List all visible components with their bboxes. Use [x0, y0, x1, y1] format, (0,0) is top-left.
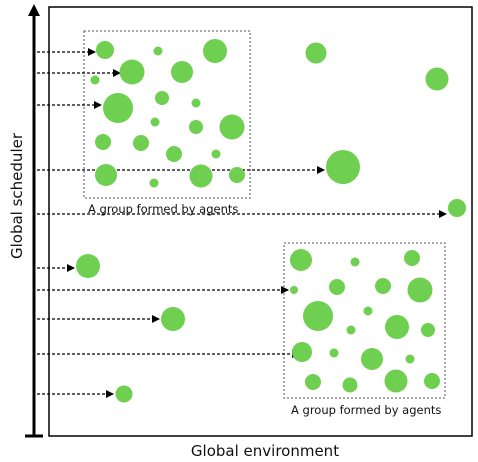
- agent-circle-5: [119, 59, 145, 85]
- agent-circle-36: [363, 306, 373, 316]
- agent-circle-13: [189, 120, 203, 134]
- agent-circle-21: [305, 42, 327, 64]
- agent-circle-3: [203, 39, 227, 63]
- agent-circle-45: [342, 377, 358, 393]
- agent-circle-47: [424, 373, 440, 389]
- agent-circle-7: [103, 93, 133, 123]
- agent-circle-23: [326, 150, 360, 184]
- agent-circle-15: [166, 146, 182, 162]
- agent-circle-9: [191, 98, 201, 108]
- agent-circle-35: [303, 301, 333, 331]
- agent-circle-39: [421, 323, 435, 337]
- agent-circle-25: [76, 254, 100, 278]
- agent-circle-30: [404, 250, 420, 266]
- agent-group-box-2: [283, 242, 446, 399]
- agent-circle-17: [95, 164, 117, 186]
- agent-circle-42: [361, 348, 383, 370]
- agent-circle-33: [375, 278, 391, 294]
- y-axis-label: Global scheduler: [8, 132, 26, 259]
- agent-circle-32: [329, 279, 345, 295]
- agent-circle-11: [133, 135, 149, 151]
- agent-circle-37: [346, 325, 356, 335]
- agent-circle-22: [425, 67, 449, 91]
- agent-circle-29: [350, 257, 360, 267]
- global-environment-frame: [48, 6, 473, 437]
- agent-circle-38: [385, 315, 409, 339]
- agent-circle-44: [305, 374, 321, 390]
- agent-circle-26: [161, 307, 185, 331]
- agent-circle-10: [95, 134, 111, 150]
- agent-circle-31: [290, 286, 298, 294]
- agent-circle-34: [407, 277, 433, 303]
- group-label-1: A group formed by agents: [88, 202, 238, 216]
- agent-circle-14: [219, 114, 245, 140]
- agent-circle-24: [448, 199, 466, 217]
- group-label-2: A group formed by agents: [291, 403, 441, 417]
- agent-circle-28: [290, 249, 312, 271]
- agent-circle-27: [115, 385, 133, 403]
- agent-circle-46: [384, 369, 408, 393]
- agent-circle-2: [153, 46, 163, 56]
- agent-circle-20: [229, 167, 245, 183]
- agent-group-box-1: [83, 30, 251, 199]
- agent-circle-18: [149, 178, 159, 188]
- agent-circle-1: [96, 41, 114, 59]
- agent-circle-8: [155, 91, 169, 105]
- agent-circle-12: [150, 117, 160, 127]
- agent-circle-43: [405, 354, 415, 364]
- x-axis-label: Global environment: [191, 442, 339, 460]
- agent-circle-4: [90, 75, 100, 85]
- agent-circle-19: [189, 164, 213, 188]
- agent-circle-6: [171, 61, 193, 83]
- agent-circle-41: [329, 348, 339, 358]
- agent-circle-40: [292, 342, 312, 362]
- agent-circle-16: [211, 149, 221, 159]
- scheduler-axis-arrowhead: [28, 4, 40, 16]
